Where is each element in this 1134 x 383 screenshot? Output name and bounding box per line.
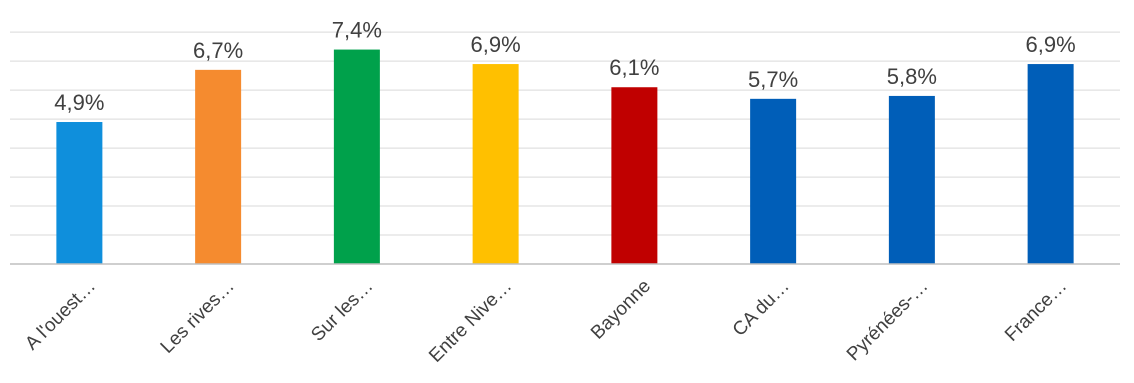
category-label: Bayonne: [587, 276, 655, 344]
data-label: 4,9%: [54, 90, 104, 115]
category-labels: A l'ouest… Les rives… Sur les… Entre Nive… B…: [21, 276, 1071, 367]
data-label: 6,7%: [193, 38, 243, 63]
data-labels: 4,9% 6,7% 7,4% 6,9% 6,1% 5,7% 5,8% 6,9%: [54, 18, 1075, 115]
category-label: Pyrénées-…: [843, 276, 933, 366]
bar: [888, 95, 935, 264]
bar: [1027, 64, 1074, 264]
data-label: 6,9%: [471, 32, 521, 57]
bar: [333, 49, 380, 265]
data-label: 5,7%: [748, 67, 798, 92]
category-label: Sur les…: [307, 276, 377, 346]
bar: [56, 122, 103, 265]
category-label: A l'ouest…: [21, 276, 100, 355]
bar: [195, 69, 242, 265]
data-label: 6,1%: [609, 55, 659, 80]
category-label: France…: [1001, 276, 1071, 346]
bar: [611, 87, 658, 264]
data-label: 7,4%: [332, 18, 382, 43]
bar: [472, 64, 519, 264]
data-label: 6,9%: [1026, 32, 1076, 57]
gridlines: [10, 31, 1120, 236]
category-label: Entre Nive…: [425, 276, 516, 367]
category-label: Les rives…: [157, 276, 239, 358]
category-label: CA du…: [729, 276, 794, 341]
data-label: 5,8%: [887, 64, 937, 89]
bars: [56, 49, 1074, 265]
bar: [750, 98, 797, 264]
